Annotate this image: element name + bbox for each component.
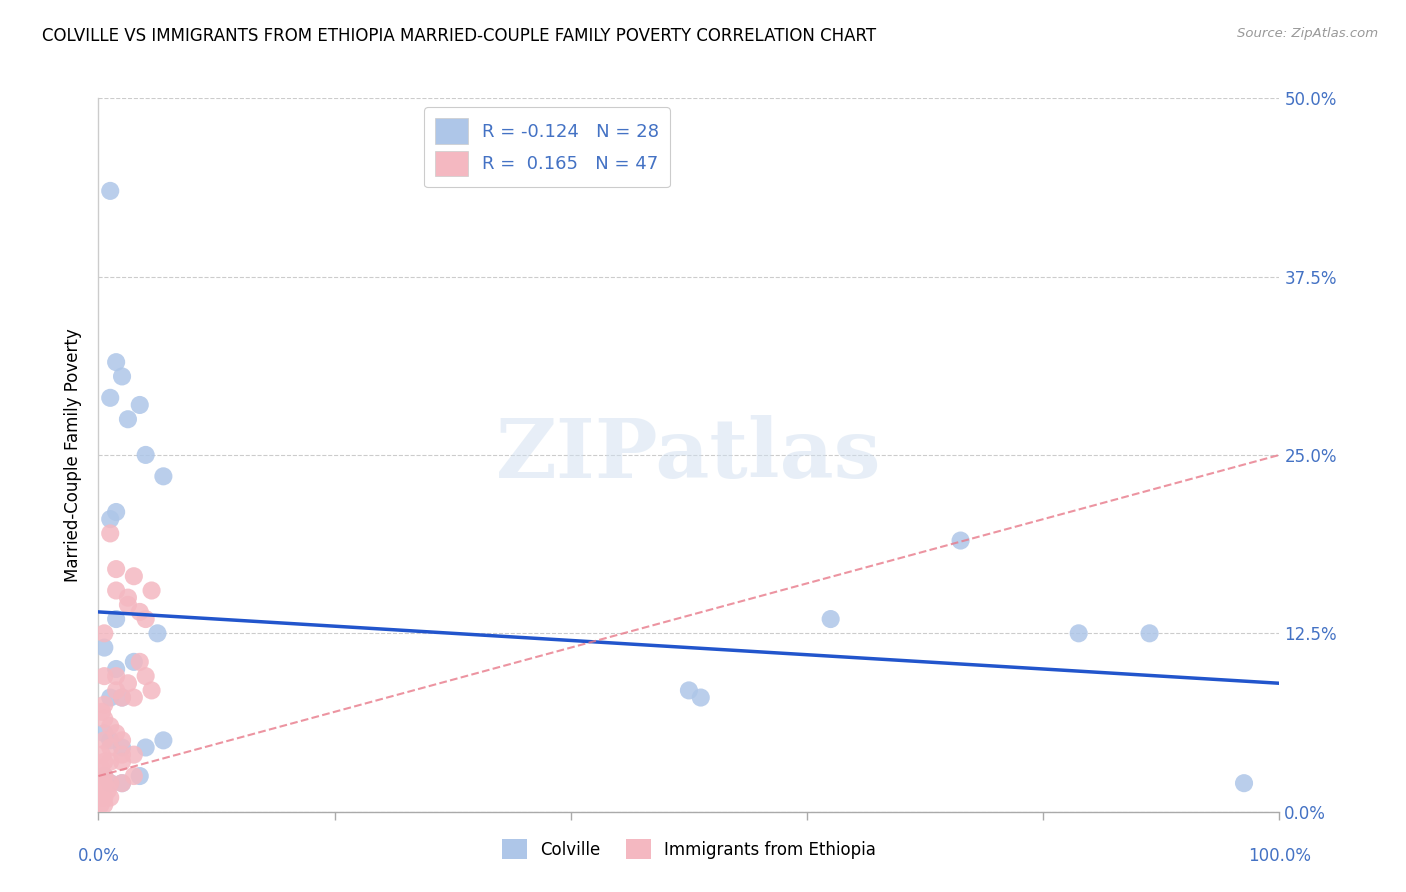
- Point: [98, 512, 121, 526]
- Point: [949, 533, 972, 548]
- Point: [122, 747, 145, 762]
- Point: [135, 740, 157, 755]
- Point: [93, 726, 115, 740]
- Point: [98, 740, 121, 755]
- Point: [93, 640, 115, 655]
- Legend: Colville, Immigrants from Ethiopia: Colville, Immigrants from Ethiopia: [494, 830, 884, 868]
- Point: [93, 755, 115, 769]
- Point: [128, 398, 150, 412]
- Point: [141, 683, 163, 698]
- Point: [98, 184, 121, 198]
- Point: [117, 676, 139, 690]
- Point: [98, 776, 121, 790]
- Point: [93, 698, 115, 712]
- Text: 0.0%: 0.0%: [77, 847, 120, 865]
- Point: [105, 683, 128, 698]
- Point: [90, 783, 112, 797]
- Point: [105, 562, 128, 576]
- Point: [105, 583, 128, 598]
- Point: [146, 626, 169, 640]
- Point: [128, 605, 150, 619]
- Point: [98, 790, 121, 805]
- Point: [152, 733, 174, 747]
- Point: [98, 690, 121, 705]
- Point: [135, 612, 157, 626]
- Point: [97, 783, 120, 797]
- Point: [105, 662, 128, 676]
- Point: [93, 669, 115, 683]
- Point: [1139, 626, 1161, 640]
- Point: [98, 755, 121, 769]
- Point: [105, 726, 128, 740]
- Point: [98, 391, 121, 405]
- Point: [91, 776, 114, 790]
- Point: [122, 655, 145, 669]
- Point: [105, 612, 128, 626]
- Point: [678, 683, 700, 698]
- Point: [1067, 626, 1090, 640]
- Point: [111, 776, 134, 790]
- Point: [111, 690, 134, 705]
- Point: [122, 569, 145, 583]
- Point: [93, 712, 115, 726]
- Point: [105, 505, 128, 519]
- Point: [111, 747, 134, 762]
- Point: [1233, 776, 1256, 790]
- Point: [91, 747, 114, 762]
- Point: [105, 669, 128, 683]
- Point: [152, 469, 174, 483]
- Point: [93, 769, 115, 783]
- Point: [128, 769, 150, 783]
- Text: 100.0%: 100.0%: [1249, 847, 1310, 865]
- Point: [91, 705, 114, 719]
- Point: [689, 690, 711, 705]
- Point: [122, 769, 145, 783]
- Y-axis label: Married-Couple Family Poverty: Married-Couple Family Poverty: [65, 328, 83, 582]
- Point: [820, 612, 842, 626]
- Text: Source: ZipAtlas.com: Source: ZipAtlas.com: [1237, 27, 1378, 40]
- Point: [135, 448, 157, 462]
- Point: [135, 669, 157, 683]
- Point: [91, 790, 114, 805]
- Point: [93, 769, 115, 783]
- Point: [117, 591, 139, 605]
- Point: [111, 733, 134, 747]
- Text: COLVILLE VS IMMIGRANTS FROM ETHIOPIA MARRIED-COUPLE FAMILY POVERTY CORRELATION C: COLVILLE VS IMMIGRANTS FROM ETHIOPIA MAR…: [42, 27, 876, 45]
- Point: [93, 790, 115, 805]
- Point: [98, 776, 121, 790]
- Text: ZIPatlas: ZIPatlas: [496, 415, 882, 495]
- Point: [90, 797, 112, 812]
- Point: [105, 355, 128, 369]
- Point: [122, 690, 145, 705]
- Point: [117, 412, 139, 426]
- Point: [93, 733, 115, 747]
- Point: [141, 583, 163, 598]
- Point: [98, 719, 121, 733]
- Point: [111, 690, 134, 705]
- Point: [128, 655, 150, 669]
- Point: [90, 762, 112, 776]
- Point: [111, 369, 134, 384]
- Point: [111, 740, 134, 755]
- Point: [111, 755, 134, 769]
- Point: [93, 626, 115, 640]
- Point: [98, 733, 121, 747]
- Point: [93, 776, 115, 790]
- Point: [93, 797, 115, 812]
- Point: [98, 526, 121, 541]
- Point: [117, 598, 139, 612]
- Point: [111, 776, 134, 790]
